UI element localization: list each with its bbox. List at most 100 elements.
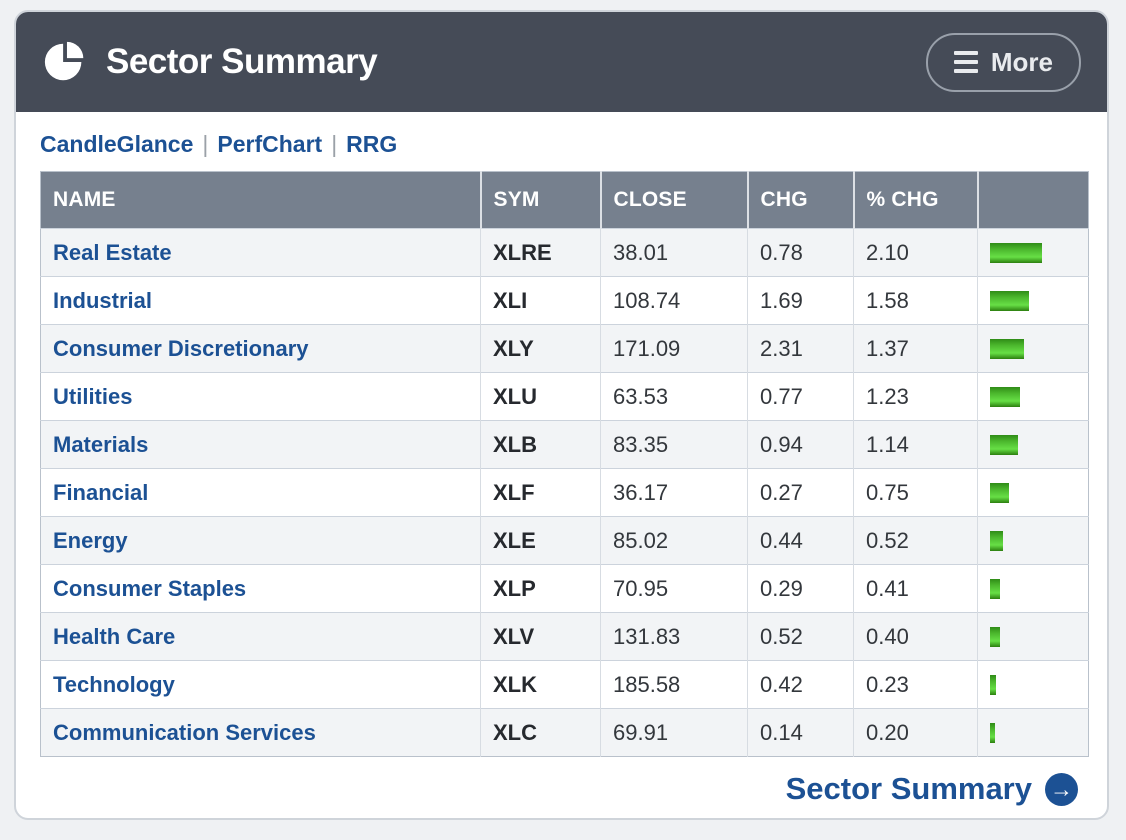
sector-symbol: XLI: [480, 276, 601, 325]
pct-change-bar: [990, 290, 1030, 311]
sector-name-link[interactable]: Health Care: [53, 623, 176, 649]
sector-chg: 0.29: [747, 564, 854, 613]
table-row: Technology XLK 185.58 0.42 0.23: [40, 660, 1089, 709]
pct-change-bar: [990, 722, 995, 743]
sector-pct-chg: 2.10: [853, 228, 978, 277]
link-separator: |: [331, 131, 338, 157]
sector-symbol: XLB: [480, 420, 601, 469]
sector-name-link[interactable]: Materials: [53, 431, 149, 457]
widget-header: Sector Summary More: [16, 12, 1107, 112]
sector-symbol: XLP: [480, 564, 601, 613]
sector-symbol: XLY: [480, 324, 601, 373]
footer-row: Sector Summary →: [40, 771, 1088, 807]
sector-name-link[interactable]: Industrial: [53, 287, 153, 313]
hamburger-icon: [953, 51, 978, 73]
sector-chg: 0.27: [747, 468, 854, 517]
table-row: Utilities XLU 63.53 0.77 1.23: [40, 372, 1089, 421]
sector-symbol: XLRE: [480, 228, 601, 277]
sector-close: 83.35: [600, 420, 748, 469]
sector-chg: 0.77: [747, 372, 854, 421]
sector-pct-chg: 1.37: [853, 324, 978, 373]
sector-chg: 2.31: [747, 324, 854, 373]
pie-chart-icon: [42, 38, 90, 86]
sector-chg: 0.94: [747, 420, 854, 469]
sector-pct-chg: 1.14: [853, 420, 978, 469]
sector-pct-chg: 0.52: [853, 516, 978, 565]
table-row: Health Care XLV 131.83 0.52 0.40: [40, 612, 1089, 661]
sector-symbol: XLK: [480, 660, 601, 709]
pct-change-bar: [990, 338, 1024, 359]
pct-change-bar: [990, 530, 1003, 551]
sector-name-link[interactable]: Energy: [53, 527, 128, 553]
sector-chg: 0.44: [747, 516, 854, 565]
sector-summary-link[interactable]: Sector Summary →: [786, 771, 1088, 807]
sector-pct-chg: 1.23: [853, 372, 978, 421]
rrg-link[interactable]: RRG: [346, 131, 398, 157]
table-row: Real Estate XLRE 38.01 0.78 2.10: [40, 228, 1089, 277]
table-row: Consumer Staples XLP 70.95 0.29 0.41: [40, 564, 1089, 613]
column-header-name: NAME: [40, 171, 482, 229]
quick-links: CandleGlance | PerfChart | RRG: [40, 131, 1107, 158]
table-row: Financial XLF 36.17 0.27 0.75: [40, 468, 1089, 517]
pct-change-bar: [990, 626, 1000, 647]
sector-pct-chg: 1.58: [853, 276, 978, 325]
sector-close: 85.02: [600, 516, 748, 565]
sector-close: 171.09: [600, 324, 748, 373]
table-row: Energy XLE 85.02 0.44 0.52: [40, 516, 1089, 565]
column-header-pctchg: % CHG: [853, 171, 979, 229]
sector-chg: 0.14: [747, 708, 854, 757]
sector-symbol: XLV: [480, 612, 601, 661]
sector-symbol: XLC: [480, 708, 601, 757]
sector-summary-link-label: Sector Summary: [785, 771, 1032, 806]
page-title: Sector Summary: [106, 42, 378, 81]
column-header-close: CLOSE: [600, 171, 749, 229]
arrow-right-circle-icon: →: [1045, 772, 1078, 806]
sector-close: 185.58: [600, 660, 748, 709]
table-row: Communication Services XLC 69.91 0.14 0.…: [40, 708, 1089, 757]
sector-close: 70.95: [600, 564, 748, 613]
sector-close: 38.01: [600, 228, 748, 277]
sector-chg: 0.52: [747, 612, 854, 661]
sector-close: 108.74: [600, 276, 748, 325]
sector-symbol: XLF: [480, 468, 601, 517]
sector-name-link[interactable]: Financial: [53, 479, 149, 505]
sector-name-link[interactable]: Real Estate: [53, 239, 172, 265]
sector-name-link[interactable]: Utilities: [53, 383, 133, 409]
pct-change-bar: [990, 434, 1019, 455]
sector-pct-chg: 0.41: [853, 564, 978, 613]
sector-chg: 0.42: [747, 660, 854, 709]
table-header-row: NAME SYM CLOSE CHG % CHG: [40, 171, 1089, 229]
sector-chg: 0.78: [747, 228, 854, 277]
pct-change-bar: [990, 482, 1009, 503]
sector-pct-chg: 0.75: [853, 468, 978, 517]
pct-change-bar: [990, 386, 1021, 407]
table-row: Consumer Discretionary XLY 171.09 2.31 1…: [40, 324, 1089, 373]
column-header-chg: CHG: [747, 171, 855, 229]
pct-change-bar: [990, 578, 1001, 599]
more-button[interactable]: More: [925, 32, 1081, 92]
sector-chg: 1.69: [747, 276, 854, 325]
column-header-bar: [977, 171, 1089, 229]
table-row: Industrial XLI 108.74 1.69 1.58: [40, 276, 1089, 325]
sector-symbol: XLU: [480, 372, 601, 421]
sector-table: NAME SYM CLOSE CHG % CHG Real Estate XLR…: [40, 171, 1089, 757]
candleglance-link[interactable]: CandleGlance: [40, 131, 194, 157]
link-separator: |: [202, 131, 209, 157]
pct-change-bar: [990, 674, 996, 695]
sector-pct-chg: 0.23: [853, 660, 978, 709]
sector-close: 36.17: [600, 468, 748, 517]
perfchart-link[interactable]: PerfChart: [217, 131, 323, 157]
sector-close: 63.53: [600, 372, 748, 421]
sector-name-link[interactable]: Consumer Discretionary: [53, 335, 309, 361]
sector-close: 131.83: [600, 612, 748, 661]
sector-pct-chg: 0.20: [853, 708, 978, 757]
sector-name-link[interactable]: Communication Services: [53, 719, 316, 745]
sector-symbol: XLE: [480, 516, 601, 565]
sector-close: 69.91: [600, 708, 748, 757]
sector-name-link[interactable]: Consumer Staples: [53, 575, 247, 601]
table-row: Materials XLB 83.35 0.94 1.14: [40, 420, 1089, 469]
sector-summary-widget: Sector Summary More CandleGlance | PerfCha…: [14, 10, 1109, 820]
more-button-label: More: [990, 46, 1053, 77]
pct-change-bar: [990, 242, 1042, 263]
sector-name-link[interactable]: Technology: [53, 671, 175, 697]
